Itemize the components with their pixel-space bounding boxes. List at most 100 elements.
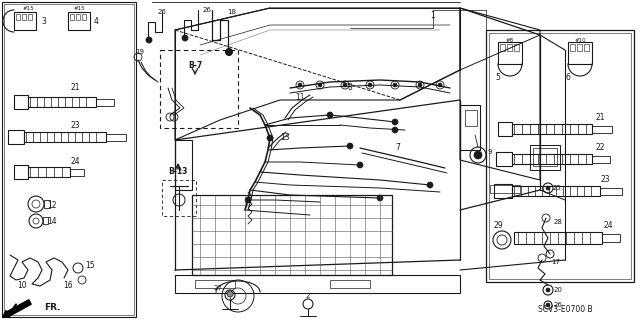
- Bar: [498, 122, 512, 136]
- Circle shape: [438, 83, 442, 87]
- Text: 18: 18: [227, 9, 237, 15]
- Bar: [512, 186, 600, 196]
- Bar: [584, 44, 589, 51]
- Text: FR.: FR.: [44, 303, 60, 313]
- Bar: [14, 165, 28, 179]
- Text: 29: 29: [493, 220, 503, 229]
- Bar: [8, 130, 24, 144]
- Circle shape: [392, 127, 398, 133]
- Text: 13: 13: [280, 133, 290, 143]
- Bar: [2, 2, 136, 317]
- Circle shape: [182, 35, 188, 41]
- Circle shape: [146, 37, 152, 43]
- Circle shape: [225, 48, 232, 56]
- Text: 25: 25: [552, 185, 561, 191]
- Bar: [82, 14, 86, 20]
- Text: 26: 26: [157, 9, 166, 15]
- Bar: [465, 110, 477, 126]
- Bar: [577, 44, 582, 51]
- Bar: [175, 140, 192, 190]
- Text: 22: 22: [595, 144, 605, 152]
- Circle shape: [245, 197, 251, 203]
- Text: 26: 26: [203, 7, 211, 13]
- Text: 4: 4: [93, 17, 99, 26]
- Bar: [494, 184, 512, 198]
- Text: 17: 17: [552, 259, 561, 265]
- Bar: [592, 156, 610, 163]
- Bar: [22, 14, 26, 20]
- Bar: [70, 14, 74, 20]
- Bar: [106, 134, 126, 141]
- Bar: [500, 44, 505, 51]
- Text: 3: 3: [42, 17, 47, 26]
- Bar: [28, 167, 70, 177]
- Bar: [70, 169, 84, 176]
- Text: 20: 20: [554, 287, 563, 293]
- Bar: [44, 200, 50, 208]
- Bar: [16, 14, 20, 20]
- Bar: [195, 280, 235, 288]
- Bar: [160, 50, 238, 128]
- Text: 26: 26: [554, 302, 563, 308]
- Circle shape: [343, 83, 347, 87]
- Circle shape: [546, 288, 550, 292]
- Circle shape: [427, 182, 433, 188]
- FancyArrow shape: [3, 300, 31, 317]
- Text: 24: 24: [603, 221, 613, 231]
- Text: 1: 1: [431, 11, 435, 19]
- Text: 2: 2: [306, 293, 310, 299]
- Text: 24: 24: [70, 158, 80, 167]
- Bar: [533, 148, 557, 166]
- Text: SCV3-E0700 B: SCV3-E0700 B: [538, 306, 592, 315]
- Text: #15: #15: [22, 5, 34, 11]
- Bar: [602, 234, 620, 242]
- Bar: [490, 185, 520, 193]
- Text: 23: 23: [600, 175, 610, 184]
- Bar: [498, 42, 522, 64]
- Circle shape: [368, 83, 372, 87]
- Text: 7: 7: [396, 144, 401, 152]
- Circle shape: [267, 135, 273, 141]
- Bar: [568, 42, 592, 64]
- Text: 8: 8: [348, 84, 353, 93]
- Circle shape: [318, 83, 322, 87]
- Text: 10: 10: [17, 280, 27, 290]
- Bar: [43, 217, 48, 224]
- Circle shape: [327, 112, 333, 118]
- Bar: [496, 152, 512, 166]
- Bar: [192, 195, 392, 275]
- Circle shape: [377, 195, 383, 201]
- Text: #15: #15: [73, 5, 85, 11]
- Text: 6: 6: [566, 73, 570, 83]
- Text: #10: #10: [574, 38, 586, 42]
- Bar: [68, 12, 90, 30]
- Bar: [570, 44, 575, 51]
- Bar: [14, 12, 36, 30]
- Circle shape: [393, 83, 397, 87]
- Bar: [460, 105, 480, 150]
- Bar: [514, 232, 602, 244]
- Text: 14: 14: [47, 218, 57, 226]
- Circle shape: [357, 162, 363, 168]
- Text: 21: 21: [70, 84, 80, 93]
- Bar: [4, 4, 134, 315]
- Bar: [514, 44, 519, 51]
- Circle shape: [392, 119, 398, 125]
- Text: 21: 21: [595, 114, 605, 122]
- Bar: [14, 95, 28, 109]
- Bar: [28, 97, 96, 107]
- Circle shape: [546, 186, 550, 190]
- Circle shape: [474, 151, 482, 159]
- Circle shape: [546, 303, 550, 307]
- Text: 12: 12: [47, 201, 57, 210]
- Text: 23: 23: [70, 121, 80, 130]
- Bar: [530, 145, 560, 170]
- Circle shape: [298, 83, 302, 87]
- Bar: [600, 188, 622, 195]
- Bar: [76, 14, 80, 20]
- Text: 28: 28: [554, 219, 563, 225]
- Text: 16: 16: [63, 280, 73, 290]
- Bar: [175, 275, 460, 293]
- Text: #8: #8: [506, 38, 514, 42]
- Bar: [162, 180, 196, 216]
